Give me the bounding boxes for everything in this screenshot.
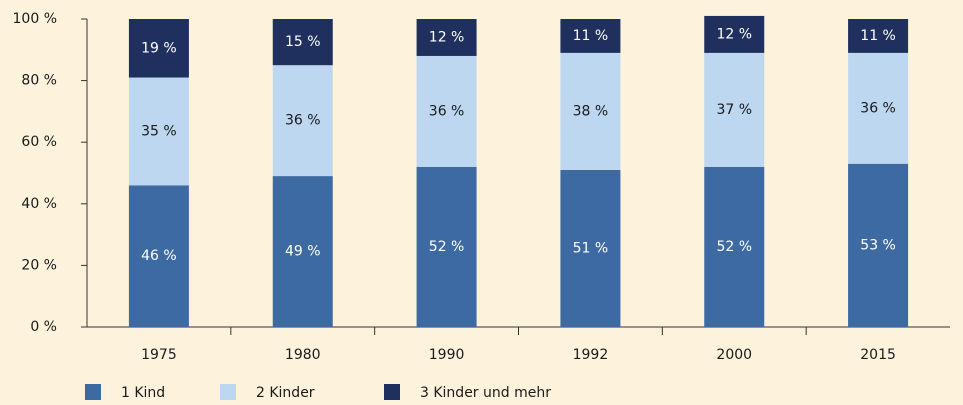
x-tick-label: 2015: [860, 347, 896, 363]
bar-segment: [560, 52, 621, 170]
value-label: 49 %: [285, 244, 321, 260]
y-tick-label: 40 %: [21, 196, 57, 212]
bar-segment: [704, 52, 765, 167]
legend-swatch: [220, 384, 236, 400]
bar-segment: [416, 19, 477, 56]
x-tick-label: 1990: [429, 347, 465, 363]
value-label: 12 %: [429, 29, 465, 45]
value-label: 37 %: [716, 102, 752, 118]
bar-segment: [128, 77, 189, 186]
x-tick-label: 1975: [141, 347, 177, 363]
y-tick-label: 100 %: [13, 11, 57, 27]
bar-segment: [848, 52, 909, 164]
value-label: 51 %: [573, 240, 609, 256]
y-tick-label: 20 %: [21, 257, 57, 273]
y-tick-label: 60 %: [21, 134, 57, 150]
bar-segment: [848, 163, 909, 327]
value-label: 36 %: [860, 100, 896, 116]
bar-segment: [560, 169, 621, 327]
legend-label: 2 Kinder: [256, 385, 315, 401]
legend-label: 1 Kind: [121, 385, 165, 401]
bar-segment: [704, 15, 765, 53]
bar-segment: [128, 19, 189, 78]
bar-segment: [416, 55, 477, 167]
bar-segment: [272, 176, 333, 327]
value-label: 11 %: [860, 28, 896, 44]
bar-segment: [128, 185, 189, 327]
value-label: 52 %: [429, 239, 465, 255]
bar-segment: [560, 19, 621, 53]
bar-segment: [848, 19, 909, 53]
bar-segment: [704, 166, 765, 327]
bar-segment: [272, 65, 333, 177]
value-label: 36 %: [429, 103, 465, 119]
x-tick-label: 1992: [573, 347, 609, 363]
value-label: 15 %: [285, 34, 321, 50]
value-label: 53 %: [860, 237, 896, 253]
value-label: 35 %: [141, 123, 177, 139]
legend-swatch: [384, 384, 400, 400]
value-label: 19 %: [141, 40, 177, 56]
y-tick-label: 0 %: [30, 319, 57, 335]
value-label: 11 %: [573, 28, 609, 44]
value-label: 38 %: [573, 103, 609, 119]
value-label: 52 %: [716, 239, 752, 255]
legend-swatch: [85, 384, 101, 400]
value-label: 46 %: [141, 248, 177, 264]
value-label: 12 %: [716, 26, 752, 42]
legend-label: 3 Kinder und mehr: [420, 385, 551, 401]
y-tick-label: 80 %: [21, 73, 57, 89]
x-tick-label: 2000: [716, 347, 752, 363]
x-tick-label: 1980: [285, 347, 321, 363]
bar-segment: [272, 19, 333, 66]
bar-segment: [416, 166, 477, 327]
value-label: 36 %: [285, 113, 321, 129]
